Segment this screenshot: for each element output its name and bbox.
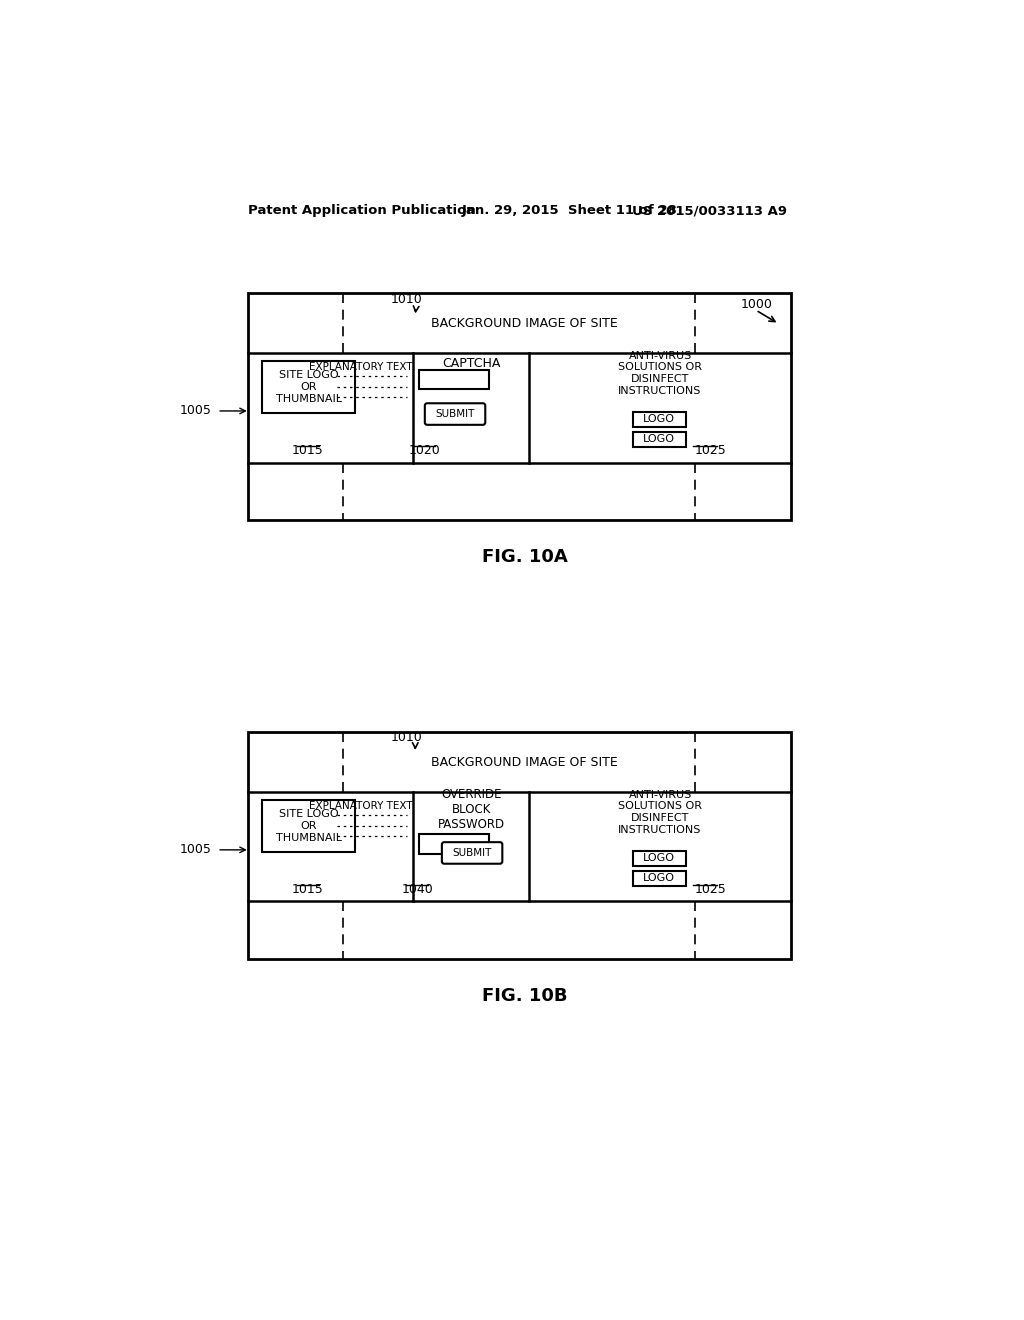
Text: SITE LOGO
OR
THUMBNAIL: SITE LOGO OR THUMBNAIL [275,371,342,404]
Text: 1025: 1025 [695,883,727,896]
Bar [262,800,355,853]
Text: SUBMIT: SUBMIT [435,409,475,418]
Text: LOGO: LOGO [643,414,675,425]
Text: BACKGROUND IMAGE OF SITE: BACKGROUND IMAGE OF SITE [431,317,618,330]
Text: ANTI-VIRUS
SOLUTIONS OR
DISINFECT
INSTRUCTIONS: ANTI-VIRUS SOLUTIONS OR DISINFECT INSTRU… [618,789,702,834]
Bar [248,293,791,520]
Bar [633,432,686,447]
Text: FIG. 10B: FIG. 10B [482,987,567,1005]
Bar [420,834,489,854]
Text: SITE LOGO
OR
THUMBNAIL: SITE LOGO OR THUMBNAIL [275,809,342,842]
Bar [262,360,355,413]
Text: 1015: 1015 [292,883,324,896]
Text: LOGO: LOGO [643,874,675,883]
Text: CAPTCHA: CAPTCHA [442,358,501,371]
FancyBboxPatch shape [442,842,503,863]
Text: BACKGROUND IMAGE OF SITE: BACKGROUND IMAGE OF SITE [431,755,618,768]
Text: SUBMIT: SUBMIT [453,847,492,858]
FancyBboxPatch shape [425,404,485,425]
Text: 1025: 1025 [695,444,727,457]
Text: 1020: 1020 [409,444,440,457]
Text: EXPLANATORY TEXT: EXPLANATORY TEXT [308,362,413,372]
Text: Patent Application Publication: Patent Application Publication [248,205,476,218]
Text: 1005: 1005 [180,404,212,417]
Text: 1040: 1040 [401,883,433,896]
Bar [420,370,489,389]
Bar [248,733,791,960]
Bar [633,850,686,866]
Text: 1005: 1005 [180,843,212,857]
Text: US 2015/0033113 A9: US 2015/0033113 A9 [632,205,786,218]
Bar [633,871,686,886]
Text: ANTI-VIRUS
SOLUTIONS OR
DISINFECT
INSTRUCTIONS: ANTI-VIRUS SOLUTIONS OR DISINFECT INSTRU… [618,351,702,396]
Text: EXPLANATORY TEXT: EXPLANATORY TEXT [308,801,413,810]
Text: 1010: 1010 [391,731,423,744]
Bar [633,412,686,428]
Text: 1010: 1010 [391,293,423,306]
Text: FIG. 10A: FIG. 10A [482,548,567,566]
Text: Jan. 29, 2015  Sheet 11 of 28: Jan. 29, 2015 Sheet 11 of 28 [461,205,677,218]
Text: 1015: 1015 [292,444,324,457]
Text: LOGO: LOGO [643,853,675,863]
Text: LOGO: LOGO [643,434,675,445]
Text: OVERRIDE
BLOCK
PASSWORD: OVERRIDE BLOCK PASSWORD [438,788,505,830]
Text: 1000: 1000 [740,298,772,312]
